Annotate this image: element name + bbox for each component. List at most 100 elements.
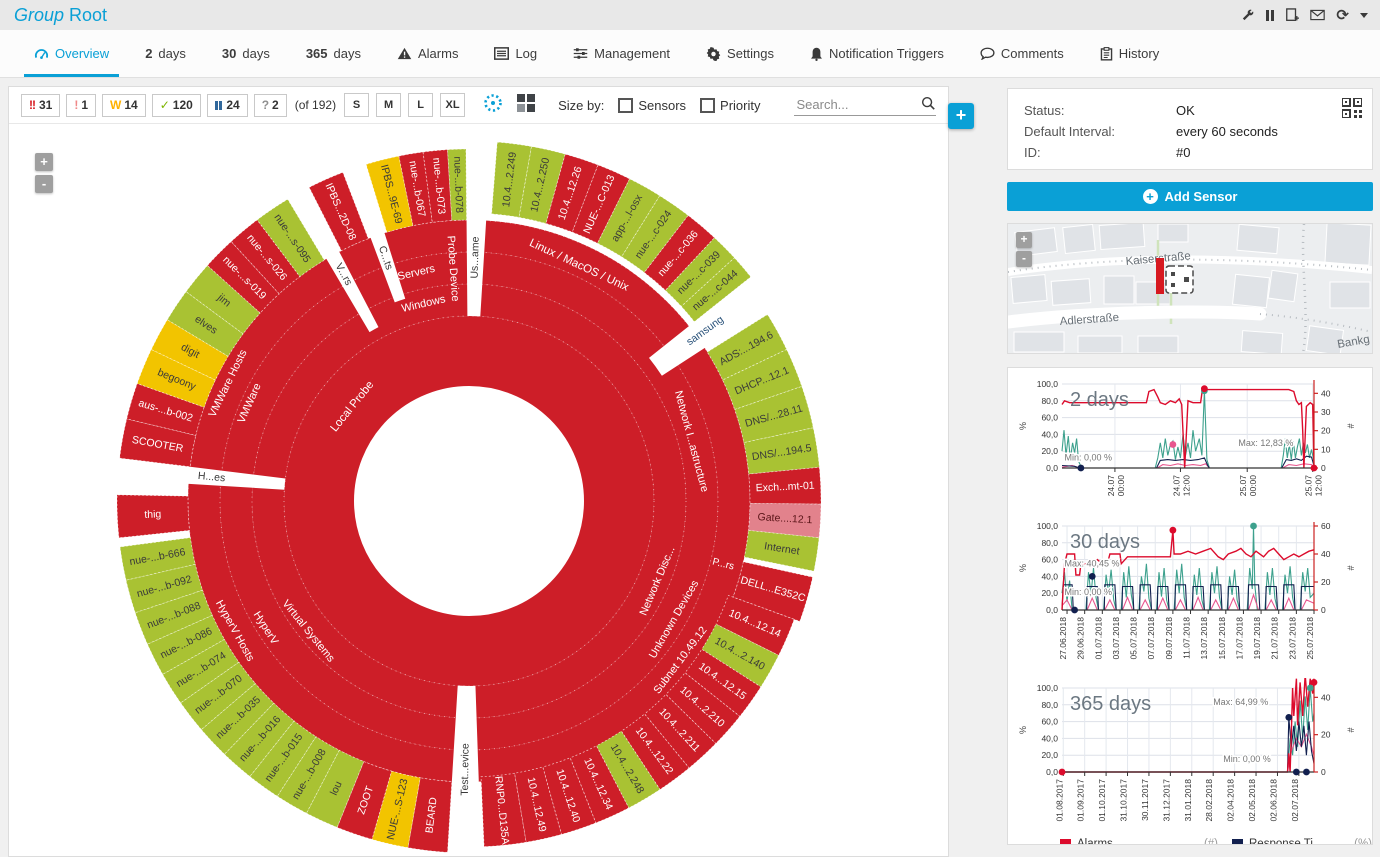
zoom-out-button[interactable]: - bbox=[35, 175, 53, 193]
sunburst-segment-test-evice[interactable] bbox=[447, 685, 482, 853]
sunburst-segment-lou[interactable] bbox=[305, 749, 365, 828]
sunburst-segment-rnp0-d135a[interactable] bbox=[480, 772, 527, 848]
sunburst-segment-nue-s-123[interactable] bbox=[371, 770, 421, 849]
sunburst-segment-samsung[interactable] bbox=[648, 281, 765, 376]
sunburst-segment-beard[interactable] bbox=[407, 777, 453, 853]
tab-settings[interactable]: Settings bbox=[696, 46, 784, 77]
sunburst-segment-aus-b-002[interactable] bbox=[126, 383, 205, 436]
sunburst-segment-10-4-12-15[interactable] bbox=[684, 648, 762, 717]
sunburst-segment-app-l-osx[interactable] bbox=[597, 178, 661, 258]
sunburst-segment-us-ame[interactable] bbox=[466, 199, 488, 317]
sunburst-segment-10-4-2-210[interactable] bbox=[665, 672, 741, 745]
sunburst-segment-nue-c-024[interactable] bbox=[621, 195, 689, 274]
sunburst-segment-10-4-12-26[interactable] bbox=[545, 153, 599, 233]
sunburst-segment-10-4-2-250[interactable] bbox=[518, 146, 566, 224]
report-icon[interactable] bbox=[1285, 7, 1300, 23]
status-count-check[interactable]: ✓ 120 bbox=[151, 93, 201, 117]
sunburst-segment-nue-b-078[interactable] bbox=[447, 148, 467, 221]
mini-graph-365-days[interactable]: 100,0 80,0 60,0 40,0 20,0 0,0 40 20 0 01.08.2017 0… bbox=[1014, 678, 1366, 830]
series-alarms bbox=[1061, 530, 1315, 611]
status-count-exclaim[interactable]: ! 1 bbox=[66, 93, 97, 117]
sunburst-segment-exch-mt-01[interactable] bbox=[748, 466, 822, 505]
sunburst-segment-begoony[interactable] bbox=[136, 348, 216, 408]
location-map[interactable]: + - bbox=[1007, 223, 1373, 354]
size-by-checkbox-priority[interactable]: Priority bbox=[700, 97, 760, 113]
sunburst-segment-10-4-12-34[interactable] bbox=[569, 745, 630, 824]
tab-days2[interactable]: 2 days bbox=[135, 46, 196, 77]
zoom-in-button[interactable]: + bbox=[35, 153, 53, 171]
sunburst-segment-nue-b-073[interactable] bbox=[422, 149, 453, 223]
sunburst-segment-10-4-2-248[interactable] bbox=[595, 730, 661, 809]
sunburst-segment-h-es[interactable] bbox=[137, 460, 286, 490]
sunburst-segment-thig[interactable] bbox=[116, 494, 190, 539]
svg-text:25.07: 25.07 bbox=[1238, 475, 1248, 497]
add-panel-button[interactable]: + bbox=[948, 103, 974, 129]
size-button-l[interactable]: L bbox=[408, 93, 434, 117]
sunburst-segment-nue-b-666[interactable] bbox=[119, 537, 196, 581]
sunburst-segment-v-rs[interactable] bbox=[305, 215, 379, 333]
tab-number: 2 bbox=[145, 46, 153, 61]
tab-comments[interactable]: Comments bbox=[970, 46, 1074, 77]
sunburst-segment-nue-b-088[interactable] bbox=[134, 589, 213, 645]
size-button-xl[interactable]: XL bbox=[440, 93, 466, 117]
qr-code-icon[interactable] bbox=[1341, 97, 1363, 123]
tab-log[interactable]: Log bbox=[484, 46, 547, 77]
sunburst-segment-nue-b-035[interactable] bbox=[200, 683, 275, 755]
mini-graph-30-days[interactable]: 100,0 80,0 60,0 40,0 20,0 0,0 60 40 20 0 27.06.201… bbox=[1014, 516, 1366, 676]
sunburst-segment-ads-194-6[interactable] bbox=[706, 313, 788, 381]
sunburst-segment-10-4-12-22[interactable] bbox=[620, 713, 690, 791]
sunburst-segment-gate-12-1[interactable] bbox=[748, 503, 822, 539]
sunburst-segment-internet[interactable] bbox=[743, 529, 820, 572]
tab-days365[interactable]: 365 days bbox=[296, 46, 371, 77]
tab-management[interactable]: Management bbox=[563, 46, 680, 77]
sunburst-segment-10-4-2-211[interactable] bbox=[644, 693, 717, 769]
status-count-warn-w[interactable]: W 14 bbox=[102, 93, 146, 117]
search-icon[interactable] bbox=[920, 95, 936, 116]
tab-days30[interactable]: 30 days bbox=[212, 46, 280, 77]
tab-history[interactable]: History bbox=[1090, 46, 1169, 77]
refresh-dropdown-caret-icon[interactable] bbox=[1360, 12, 1368, 18]
email-icon[interactable] bbox=[1310, 9, 1326, 21]
svg-text:60: 60 bbox=[1321, 521, 1331, 531]
sunburst-segment-elves[interactable] bbox=[166, 291, 244, 357]
sunburst-segment-nue-b-016[interactable] bbox=[223, 702, 295, 777]
size-button-s[interactable]: S bbox=[344, 93, 370, 117]
sunburst-segment-nue-c-013[interactable] bbox=[571, 164, 631, 244]
sunburst-segment-nue-b-067[interactable] bbox=[398, 151, 433, 227]
sunburst-segment-nue-b-086[interactable] bbox=[146, 614, 225, 675]
tools-wrench-icon[interactable] bbox=[1241, 8, 1255, 22]
refresh-icon[interactable]: ⟳ bbox=[1336, 6, 1349, 24]
sunburst-segment-nue-c-036[interactable] bbox=[643, 214, 716, 291]
sunburst-segment-scooter[interactable] bbox=[119, 418, 197, 468]
sunburst-segment-c-ts[interactable] bbox=[363, 212, 406, 303]
sunburst-segment-nue-s-095[interactable] bbox=[256, 198, 325, 278]
sunburst-segment-zoot[interactable] bbox=[336, 761, 392, 840]
status-count-question[interactable]: ? 2 bbox=[253, 93, 287, 117]
sunburst-segment-ipbs-2d-08[interactable] bbox=[308, 171, 369, 252]
add-sensor-button[interactable]: + Add Sensor bbox=[1007, 182, 1373, 211]
pause-monitoring-icon[interactable] bbox=[1266, 9, 1275, 21]
tab-notifications[interactable]: Notification Triggers bbox=[800, 46, 954, 77]
sunburst-segment-dns-194-5[interactable] bbox=[743, 427, 820, 475]
status-count-pause[interactable]: 24 bbox=[206, 93, 248, 117]
sunburst-segment-10-4-2-249[interactable] bbox=[491, 141, 532, 218]
sunburst-segment-10-4-12-49[interactable] bbox=[514, 766, 562, 843]
size-button-m[interactable]: M bbox=[376, 93, 402, 117]
status-count-double-exclaim[interactable]: !! 31 bbox=[21, 93, 61, 117]
segment-label: lou bbox=[328, 779, 345, 797]
tiles-view-icon[interactable] bbox=[516, 93, 536, 118]
size-by-checkbox-sensors[interactable]: Sensors bbox=[618, 97, 686, 113]
map-zoom-in-button[interactable]: + bbox=[1016, 232, 1032, 248]
legend-swatch bbox=[1232, 838, 1243, 844]
tab-alarms[interactable]: Alarms bbox=[387, 46, 468, 77]
sunburst-view-icon[interactable] bbox=[482, 92, 504, 119]
search-input[interactable] bbox=[794, 94, 936, 116]
map-zoom-out-button[interactable]: - bbox=[1016, 251, 1032, 267]
sunburst-segment-dhcp-12-1[interactable] bbox=[722, 348, 803, 410]
sunburst-segment-10-4-12-40[interactable] bbox=[542, 757, 597, 835]
tab-overview[interactable]: Overview bbox=[24, 46, 120, 77]
sunburst-segment-dns-28-11[interactable] bbox=[734, 385, 814, 443]
sunburst-segment-10-4-2-140[interactable] bbox=[701, 623, 780, 688]
